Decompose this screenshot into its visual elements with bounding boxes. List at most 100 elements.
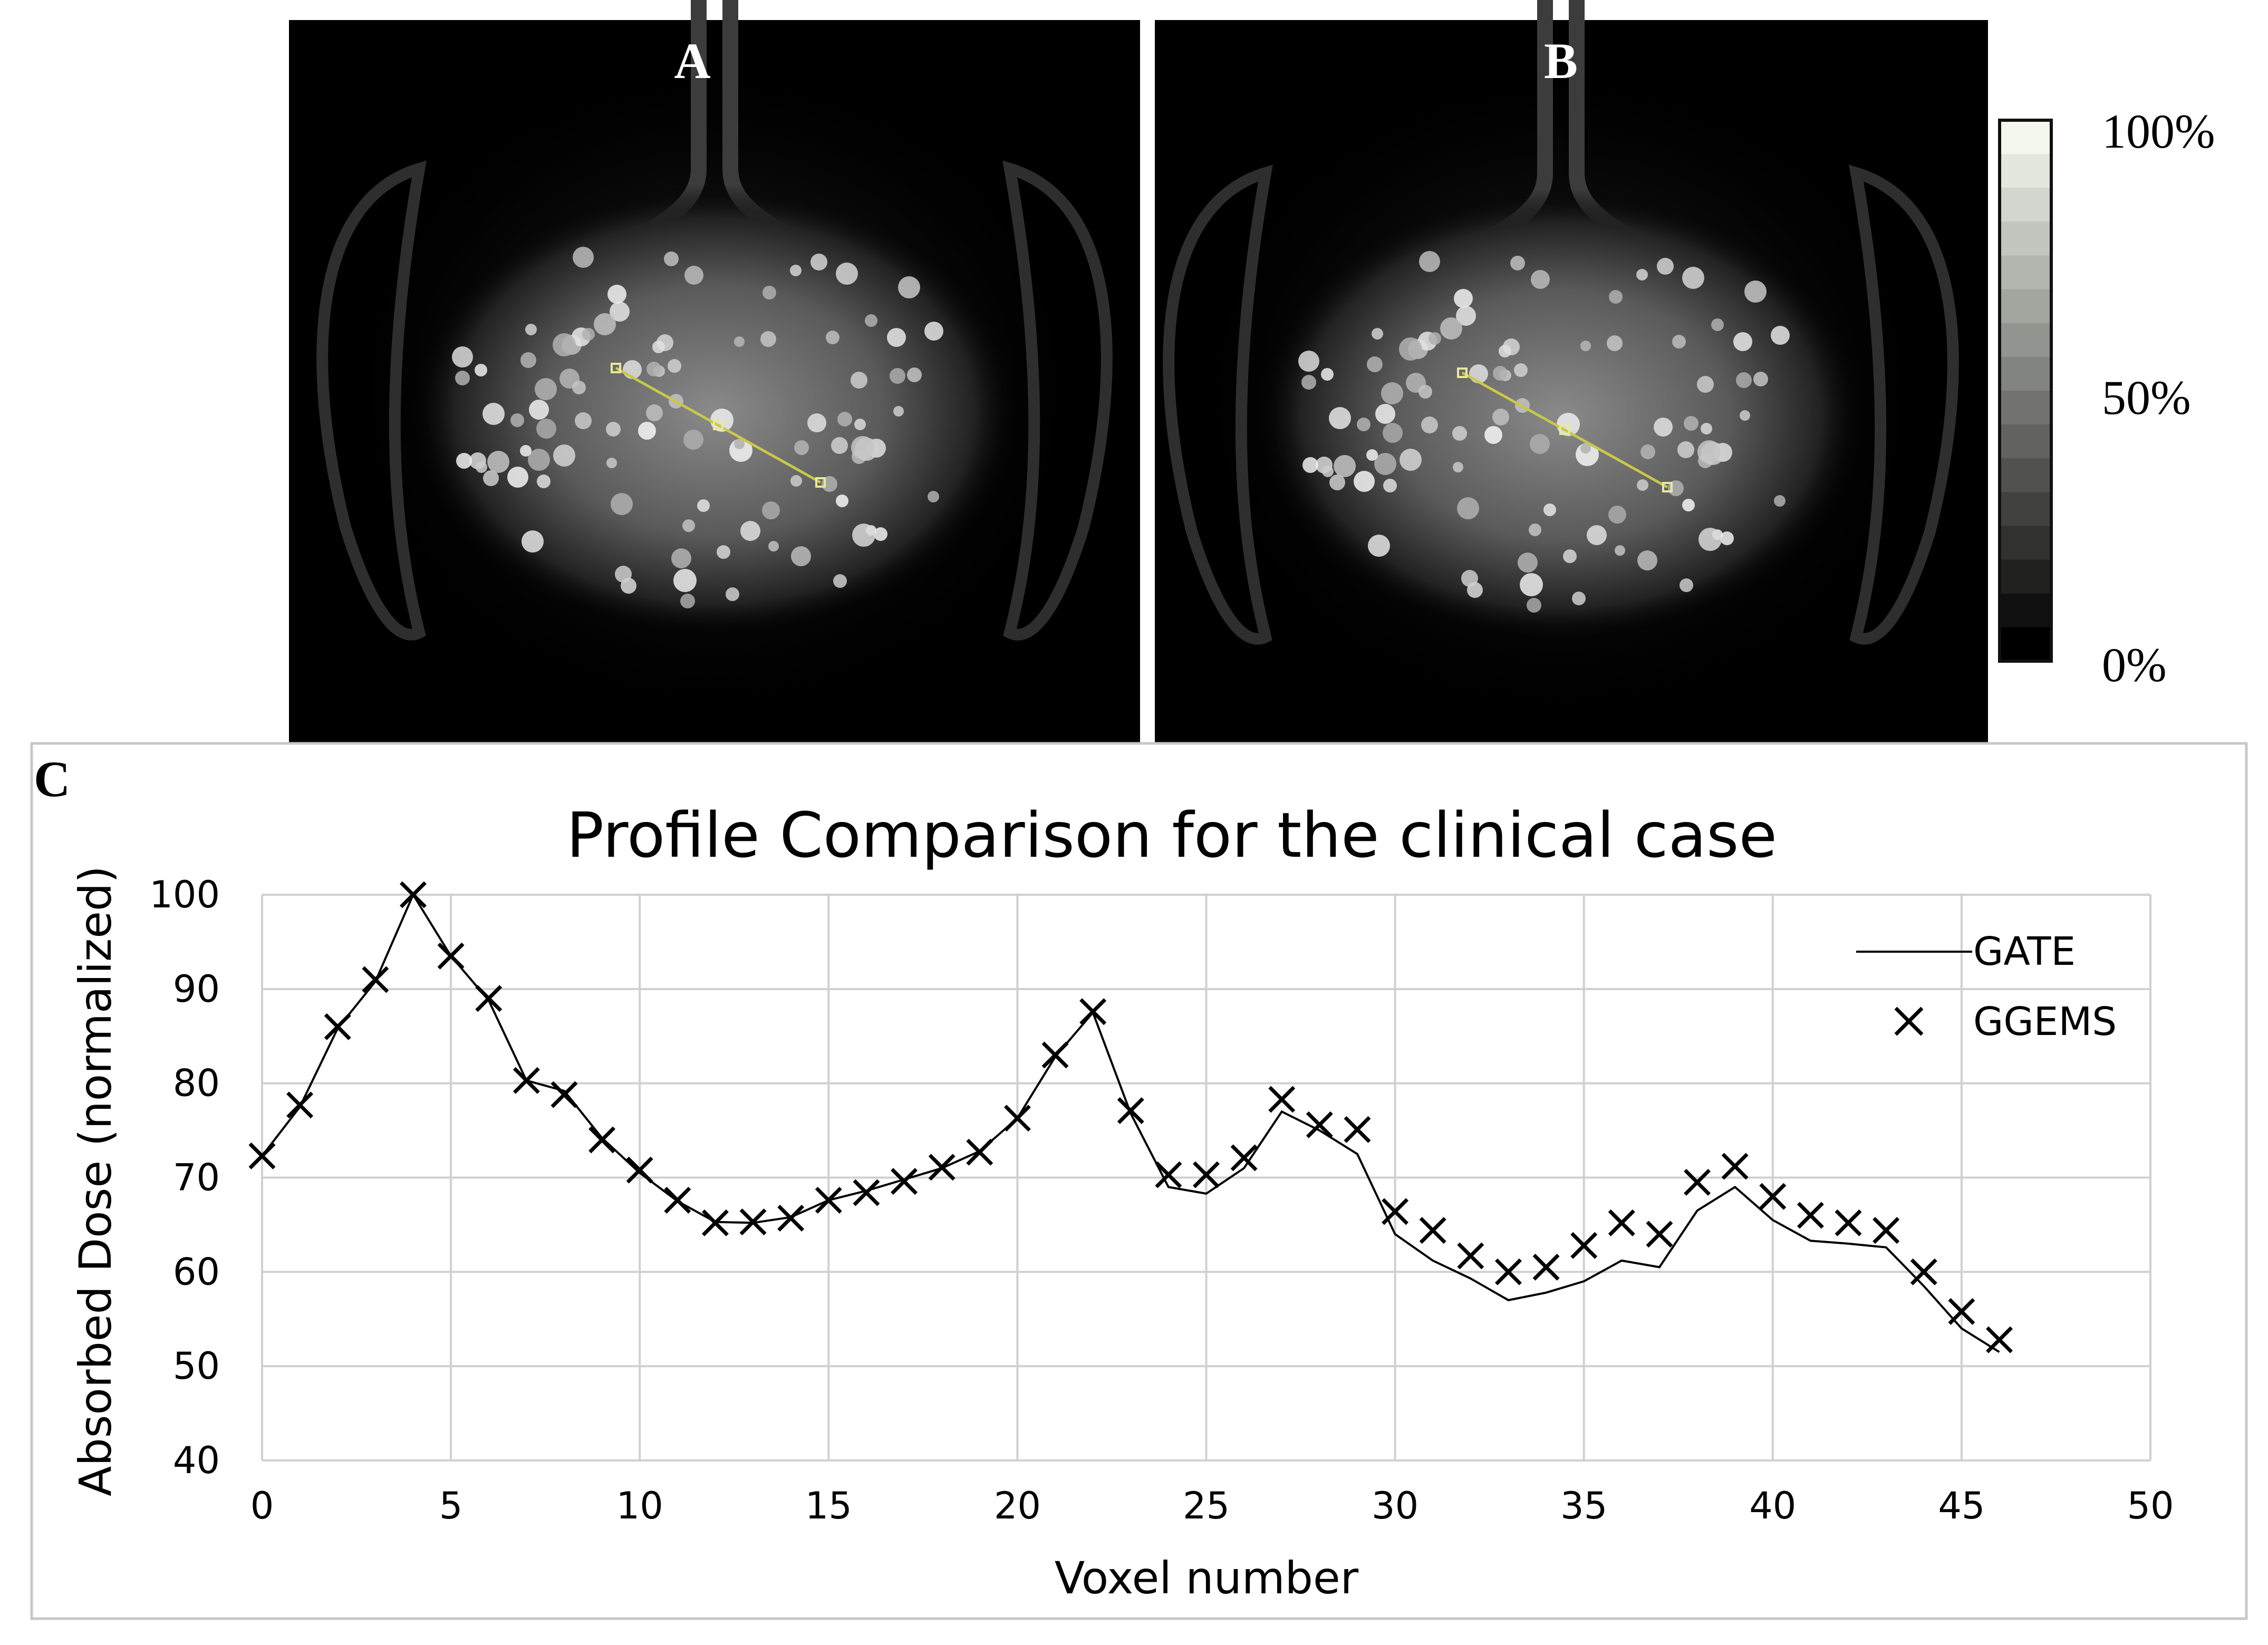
hot-spot <box>1321 368 1334 381</box>
x-tick-label: 40 <box>1749 1484 1796 1527</box>
hot-spot <box>646 404 663 421</box>
hot-spot <box>1609 290 1623 304</box>
hot-spot <box>1615 545 1625 556</box>
series-ggems-marker <box>1873 1217 1900 1244</box>
series-ggems-marker <box>966 1138 993 1166</box>
hot-spot <box>452 346 473 367</box>
hot-spot <box>1456 306 1476 326</box>
hot-spot <box>833 574 847 588</box>
hot-spot <box>606 458 617 468</box>
hot-spot <box>1657 258 1674 275</box>
hot-spot <box>1711 318 1724 331</box>
hot-spot <box>455 371 470 385</box>
colorbar-step <box>2000 289 2051 324</box>
hot-spot <box>1531 270 1550 289</box>
profile-handle <box>713 420 723 430</box>
hot-spot <box>535 378 557 400</box>
hot-spot <box>1419 251 1440 272</box>
hot-spot <box>1636 269 1648 280</box>
series-ggems-marker <box>1948 1298 1975 1325</box>
hot-spot <box>520 352 536 368</box>
hot-spot <box>763 286 776 299</box>
series-ggems-marker <box>739 1208 767 1236</box>
series-ggems-marker <box>853 1179 880 1206</box>
hot-spot <box>837 412 852 427</box>
hot-spot <box>607 285 626 304</box>
y-tick-label: 80 <box>173 1062 220 1105</box>
series-ggems-marker <box>1193 1161 1220 1188</box>
hot-spot <box>874 527 887 541</box>
hot-spot <box>734 336 745 347</box>
hot-spot <box>1529 524 1541 536</box>
colorbar-step <box>2000 627 2051 662</box>
hot-spot <box>1580 443 1591 453</box>
series-ggems-marker <box>248 1142 276 1169</box>
hot-spot <box>510 413 524 427</box>
colorbar-step <box>2000 154 2051 189</box>
hot-spot <box>615 566 632 583</box>
profile-handle <box>815 477 826 488</box>
series-ggems-marker <box>1646 1221 1673 1248</box>
x-axis-ticks: 0 5 10 15 20 25 30 35 40 45 50 <box>250 1484 2174 1527</box>
hot-spot <box>1697 440 1721 463</box>
hot-spot <box>1440 317 1462 340</box>
hot-spot <box>483 470 499 486</box>
hot-spot <box>683 430 703 450</box>
hot-spot <box>482 403 505 425</box>
hot-spot <box>1744 280 1767 303</box>
hot-spot <box>1637 479 1648 491</box>
hot-spot <box>1607 335 1623 351</box>
series-ggems-marker <box>1835 1209 1862 1236</box>
hot-spot <box>851 436 874 459</box>
x-tick-label: 45 <box>1938 1484 1985 1527</box>
hot-spot <box>1527 598 1541 613</box>
series-ggems-marker <box>1268 1086 1296 1113</box>
profile-handle <box>1662 482 1673 492</box>
series-ggems-marker <box>400 881 427 908</box>
hot-spot <box>726 587 739 601</box>
chart-title: Profile Comparison for the clinical case <box>566 799 1777 872</box>
legend-ggems-label: GGEMS <box>1973 999 2117 1044</box>
plot-area <box>248 881 2013 1353</box>
chart-panel-c: C Profile Comparison for the clinical ca… <box>30 742 2248 1620</box>
hot-spot <box>1701 423 1712 434</box>
hot-spot <box>536 419 556 439</box>
hot-spot <box>1452 426 1467 441</box>
series-ggems-marker <box>1570 1232 1598 1259</box>
colorbar-step <box>2000 323 2051 357</box>
hot-spots <box>1298 251 1790 613</box>
colorbar-step <box>2000 526 2051 560</box>
y-axis-ticks: 40 50 60 70 80 90 100 <box>149 873 220 1482</box>
hot-spot <box>537 475 551 488</box>
hot-spot <box>522 530 544 553</box>
hot-spot <box>1518 553 1538 573</box>
hot-spot <box>646 362 661 376</box>
colorbar-label-max: 100% <box>2102 104 2215 158</box>
colorbar-step <box>2000 458 2051 493</box>
hot-spot <box>507 467 528 488</box>
hot-spot <box>852 524 875 547</box>
hot-spot <box>1453 462 1463 472</box>
profile-handle <box>1457 367 1468 378</box>
hot-spot <box>1354 471 1375 492</box>
hot-spot <box>790 475 802 487</box>
hot-spot <box>1682 267 1704 289</box>
colorbar: 100% 50% 0% <box>1998 104 2215 692</box>
series-ggems-marker <box>437 942 465 970</box>
series-ggems-marker <box>513 1067 540 1094</box>
series-ggems-marker <box>1684 1168 1711 1196</box>
hot-spot <box>1381 382 1403 404</box>
grid <box>261 894 2151 1462</box>
series-gate-line <box>261 892 2000 1353</box>
hot-spot <box>668 359 681 373</box>
hot-spot <box>1563 549 1577 563</box>
panel-label-b: B <box>1544 33 1578 89</box>
hot-spot <box>528 449 550 471</box>
hot-spot <box>1374 453 1396 475</box>
series-ggems-marker <box>815 1186 842 1214</box>
image-panel-b: B <box>1155 0 1988 743</box>
hot-spot <box>610 302 630 322</box>
hot-spot <box>1493 366 1508 381</box>
x-tick-label: 5 <box>439 1484 463 1527</box>
hot-spot <box>1720 531 1734 545</box>
